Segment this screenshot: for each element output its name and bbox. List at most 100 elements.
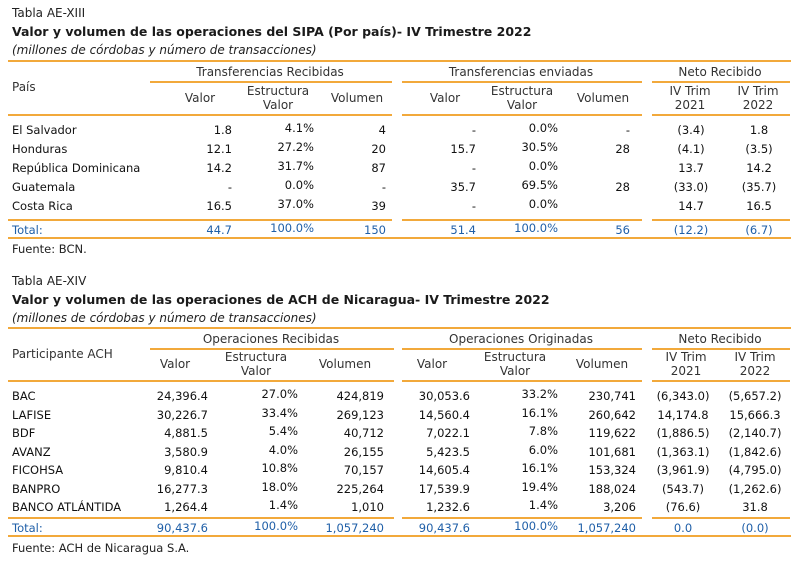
header-bottom-rule-3 — [652, 380, 790, 382]
table-subtitle: (millones de córdobas y número de transa… — [12, 311, 317, 325]
table-cell-en: 28 — [615, 142, 630, 156]
col-net-2021: IV Trim 2021 — [669, 84, 711, 112]
table-cell-ev: - — [471, 123, 476, 137]
table-cell-ev: 14,560.4 — [418, 407, 470, 422]
table-cell-rv: 14.2 — [206, 161, 232, 175]
total-top-rule-2 — [402, 517, 642, 519]
group-rule-net — [652, 81, 790, 83]
table-cell-ev: 15.7 — [450, 142, 476, 156]
table-cell-n21: (1,886.5) — [656, 426, 710, 440]
header-bottom-rule-3 — [652, 114, 790, 116]
total-cell-rn: 1,057,240 — [325, 521, 384, 535]
group-header-net: Neto Recibido — [678, 65, 762, 79]
table-cell-en: 101,681 — [588, 444, 636, 459]
table-cell-ee: 7.8% — [528, 424, 558, 438]
table-cell-ee: 69.5% — [521, 178, 558, 192]
col-volumen-sent: Volumen — [576, 91, 630, 105]
table-ach: Tabla AE-XIV Valor y volumen de las oper… — [0, 268, 807, 564]
header-bottom-rule-1 — [8, 380, 394, 382]
table-source: Fuente: BCN. — [12, 242, 87, 256]
total-cell-ev: 51.4 — [450, 223, 476, 237]
table-cell-ee: 6.0% — [528, 442, 558, 457]
table-cell-n22: (3.5) — [745, 142, 773, 156]
total-cell-en: 56 — [615, 223, 630, 237]
table-cell-n22: (5,657.2) — [728, 389, 782, 403]
table-cell-rn: 70,157 — [343, 463, 384, 477]
total-cell-ee: 100.0% — [514, 519, 558, 533]
table-cell-n21: 13.7 — [678, 161, 704, 175]
header-bottom-rule-2 — [402, 380, 642, 382]
col-volumen-orig: Volumen — [575, 357, 629, 371]
table-cell-rn: 4 — [378, 123, 386, 137]
total-cell-en: 1,057,240 — [577, 521, 636, 535]
total-cell-re: 100.0% — [254, 519, 298, 533]
table-cell-en: 230,741 — [588, 389, 636, 403]
table-cell-ee: 0.0% — [528, 159, 558, 173]
table-cell-ev: - — [471, 161, 476, 175]
table-cell-n22: (35.7) — [741, 180, 777, 194]
row-label: República Dominicana — [12, 161, 141, 175]
total-cell-name: Total: — [12, 521, 43, 535]
header-top-rule — [8, 327, 791, 329]
table-cell-ee: 0.0% — [528, 197, 558, 211]
table-cell-re: 0.0% — [284, 178, 314, 192]
table-cell-re: 33.4% — [261, 405, 298, 420]
total-top-rule-1 — [8, 517, 394, 519]
table-cell-rv: 1,264.4 — [164, 500, 208, 514]
table-cell-rn: 225,264 — [336, 481, 384, 496]
table-cell-ee: 1.4% — [528, 498, 558, 512]
total-cell-rn: 150 — [364, 223, 386, 237]
col-estructura-sent: Estructura Valor — [490, 84, 554, 112]
total-cell-n21: 0.0 — [673, 521, 693, 535]
table-cell-n21: (1,363.1) — [656, 444, 710, 459]
total-top-rule-3 — [652, 517, 790, 519]
table-cell-re: 27.0% — [261, 387, 298, 401]
row-label: Costa Rica — [12, 199, 73, 213]
table-cell-n22: 16.5 — [746, 199, 772, 213]
table-cell-re: 37.0% — [277, 197, 314, 211]
total-cell-ev: 90,437.6 — [418, 521, 470, 535]
table-cell-re: 1.4% — [268, 498, 298, 512]
table-cell-n21: 14.7 — [678, 199, 704, 213]
table-cell-n22: 14.2 — [746, 161, 772, 175]
col-valor: Valor — [159, 357, 191, 371]
table-cell-n22: (4,795.0) — [728, 463, 782, 477]
row-header: País — [12, 80, 36, 94]
table-cell-rv: 3,580.9 — [164, 444, 208, 459]
row-label: Guatemala — [12, 180, 76, 194]
row-label: BANCO ATLÁNTIDA — [12, 500, 122, 514]
total-cell-n22: (0.0) — [741, 521, 769, 535]
table-cell-rn: 40,712 — [343, 426, 384, 440]
total-cell-ee: 100.0% — [514, 221, 558, 235]
group-header-received: Operaciones Recibidas — [202, 332, 340, 346]
table-cell-rv: 16,277.3 — [156, 481, 208, 496]
row-label: LAFISE — [12, 407, 52, 422]
table-cell-en: 28 — [615, 180, 630, 194]
table-cell-ev: - — [471, 199, 476, 213]
row-label: BANPRO — [12, 481, 61, 496]
table-cell-re: 4.1% — [284, 121, 314, 135]
table-cell-rv: 4,881.5 — [164, 426, 208, 440]
col-net-2022: IV Trim 2022 — [737, 84, 779, 112]
table-cell-ev: 7,022.1 — [426, 426, 470, 440]
row-header: Participante ACH — [12, 347, 113, 361]
table-cell-rn: 20 — [371, 142, 386, 156]
group-header-net: Neto Recibido — [678, 332, 762, 346]
table-cell-re: 5.4% — [268, 424, 298, 438]
table-cell-ee: 19.4% — [521, 479, 558, 494]
table-source: Fuente: ACH de Nicaragua S.A. — [12, 541, 190, 555]
table-cell-n21: (76.6) — [665, 500, 701, 514]
group-header-sent: Transferencias enviadas — [448, 65, 594, 79]
col-net-2021: IV Trim 2021 — [665, 350, 707, 378]
table-number: Tabla AE-XIII — [12, 6, 86, 20]
table-cell-rn: 269,123 — [336, 407, 384, 422]
table-cell-n21: (33.0) — [673, 180, 709, 194]
table-cell-rv: 30,226.7 — [156, 407, 208, 422]
col-estructura-orig: Estructura Valor — [483, 350, 547, 378]
row-label: BDF — [12, 426, 36, 440]
table-cell-n22: 31.8 — [742, 500, 768, 514]
table-cell-ee: 16.1% — [521, 405, 558, 420]
table-number: Tabla AE-XIV — [12, 274, 87, 288]
table-cell-n21: 14,174.8 — [657, 407, 709, 422]
table-cell-rv: - — [227, 180, 232, 194]
